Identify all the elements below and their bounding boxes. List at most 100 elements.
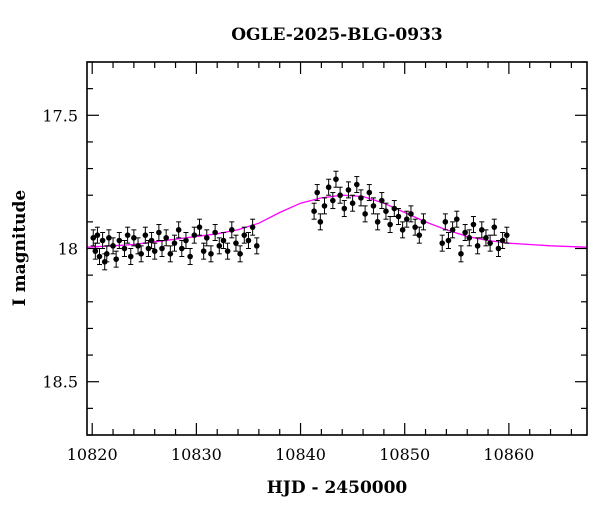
data-marker — [220, 237, 227, 244]
data-point — [395, 208, 402, 226]
data-point — [420, 213, 427, 231]
data-marker — [499, 237, 506, 244]
data-marker — [124, 232, 131, 238]
data-point — [317, 213, 324, 231]
data-point — [183, 232, 189, 249]
x-tick-label: 10820 — [67, 445, 118, 464]
data-point — [341, 200, 348, 218]
data-point — [196, 218, 203, 236]
data-marker — [349, 200, 356, 207]
data-point — [399, 221, 406, 239]
data-marker — [187, 253, 193, 260]
data-marker — [317, 219, 324, 225]
data-marker — [249, 224, 256, 230]
data-marker — [439, 240, 446, 246]
data-marker — [420, 219, 427, 225]
data-marker — [330, 197, 336, 204]
data-point — [330, 192, 336, 210]
data-point — [470, 216, 477, 234]
data-point — [353, 176, 360, 194]
data-marker — [156, 229, 162, 236]
data-point — [321, 197, 328, 215]
data-point — [487, 234, 493, 252]
data-marker — [483, 235, 489, 241]
data-marker — [445, 237, 452, 244]
data-point — [458, 245, 464, 263]
data-point — [127, 248, 134, 265]
data-marker — [151, 248, 158, 254]
data-point — [208, 245, 214, 263]
data-marker — [145, 245, 152, 252]
data-point — [131, 229, 137, 247]
data-point — [228, 221, 235, 239]
data-marker — [466, 235, 473, 241]
data-marker — [148, 237, 155, 244]
data-point — [325, 178, 332, 196]
data-marker — [113, 256, 119, 262]
data-point — [466, 229, 473, 247]
data-point — [445, 232, 452, 249]
x-axis: 10820 10830 10840 10850 10860 — [67, 62, 572, 464]
data-point — [124, 226, 131, 244]
data-point — [403, 210, 410, 228]
data-point — [349, 194, 356, 212]
data-point — [378, 192, 385, 210]
data-marker — [408, 211, 414, 217]
x-tick-label: 10860 — [483, 445, 534, 464]
data-point — [416, 226, 423, 244]
data-marker — [138, 251, 144, 257]
data-marker — [183, 237, 189, 244]
data-point — [96, 248, 103, 265]
data-point — [113, 250, 119, 268]
data-marker — [163, 235, 169, 241]
data-marker — [233, 240, 239, 246]
data-point — [462, 224, 468, 242]
data-point — [345, 181, 352, 199]
data-marker — [442, 219, 449, 225]
data-point — [333, 170, 339, 188]
data-marker — [383, 208, 389, 214]
data-marker — [99, 237, 106, 244]
data-marker — [458, 251, 464, 257]
data-marker — [374, 219, 381, 225]
data-marker — [362, 211, 368, 217]
data-marker — [121, 245, 128, 252]
data-marker — [341, 205, 348, 212]
data-point — [233, 234, 239, 252]
data-marker — [110, 243, 116, 249]
data-marker — [127, 253, 134, 260]
data-marker — [391, 205, 398, 212]
data-marker — [196, 224, 203, 230]
data-marker — [321, 203, 328, 209]
data-point — [156, 224, 162, 242]
data-marker — [387, 221, 393, 228]
data-point — [116, 232, 123, 249]
data-marker — [311, 208, 317, 214]
x-tick-label: 10840 — [275, 445, 326, 464]
y-tick-label: 18.5 — [42, 373, 78, 392]
data-marker — [103, 251, 110, 257]
data-point — [478, 221, 485, 239]
data-marker — [378, 197, 385, 204]
data-point — [412, 218, 418, 236]
data-marker — [412, 224, 418, 230]
data-point — [374, 213, 381, 231]
data-point — [314, 184, 321, 202]
data-marker — [491, 224, 498, 230]
data-point — [138, 245, 144, 263]
data-point — [253, 237, 260, 255]
model-curve — [86, 194, 588, 248]
data-marker — [135, 243, 141, 249]
data-point — [408, 205, 414, 223]
data-marker — [116, 237, 123, 244]
y-tick-label: 18 — [58, 240, 78, 259]
data-marker — [228, 227, 235, 233]
data-marker — [503, 232, 510, 238]
data-point — [449, 221, 456, 239]
data-point — [171, 234, 178, 252]
data-marker — [399, 227, 406, 233]
data-marker — [333, 176, 339, 183]
data-marker — [241, 232, 248, 238]
data-marker — [478, 227, 485, 233]
